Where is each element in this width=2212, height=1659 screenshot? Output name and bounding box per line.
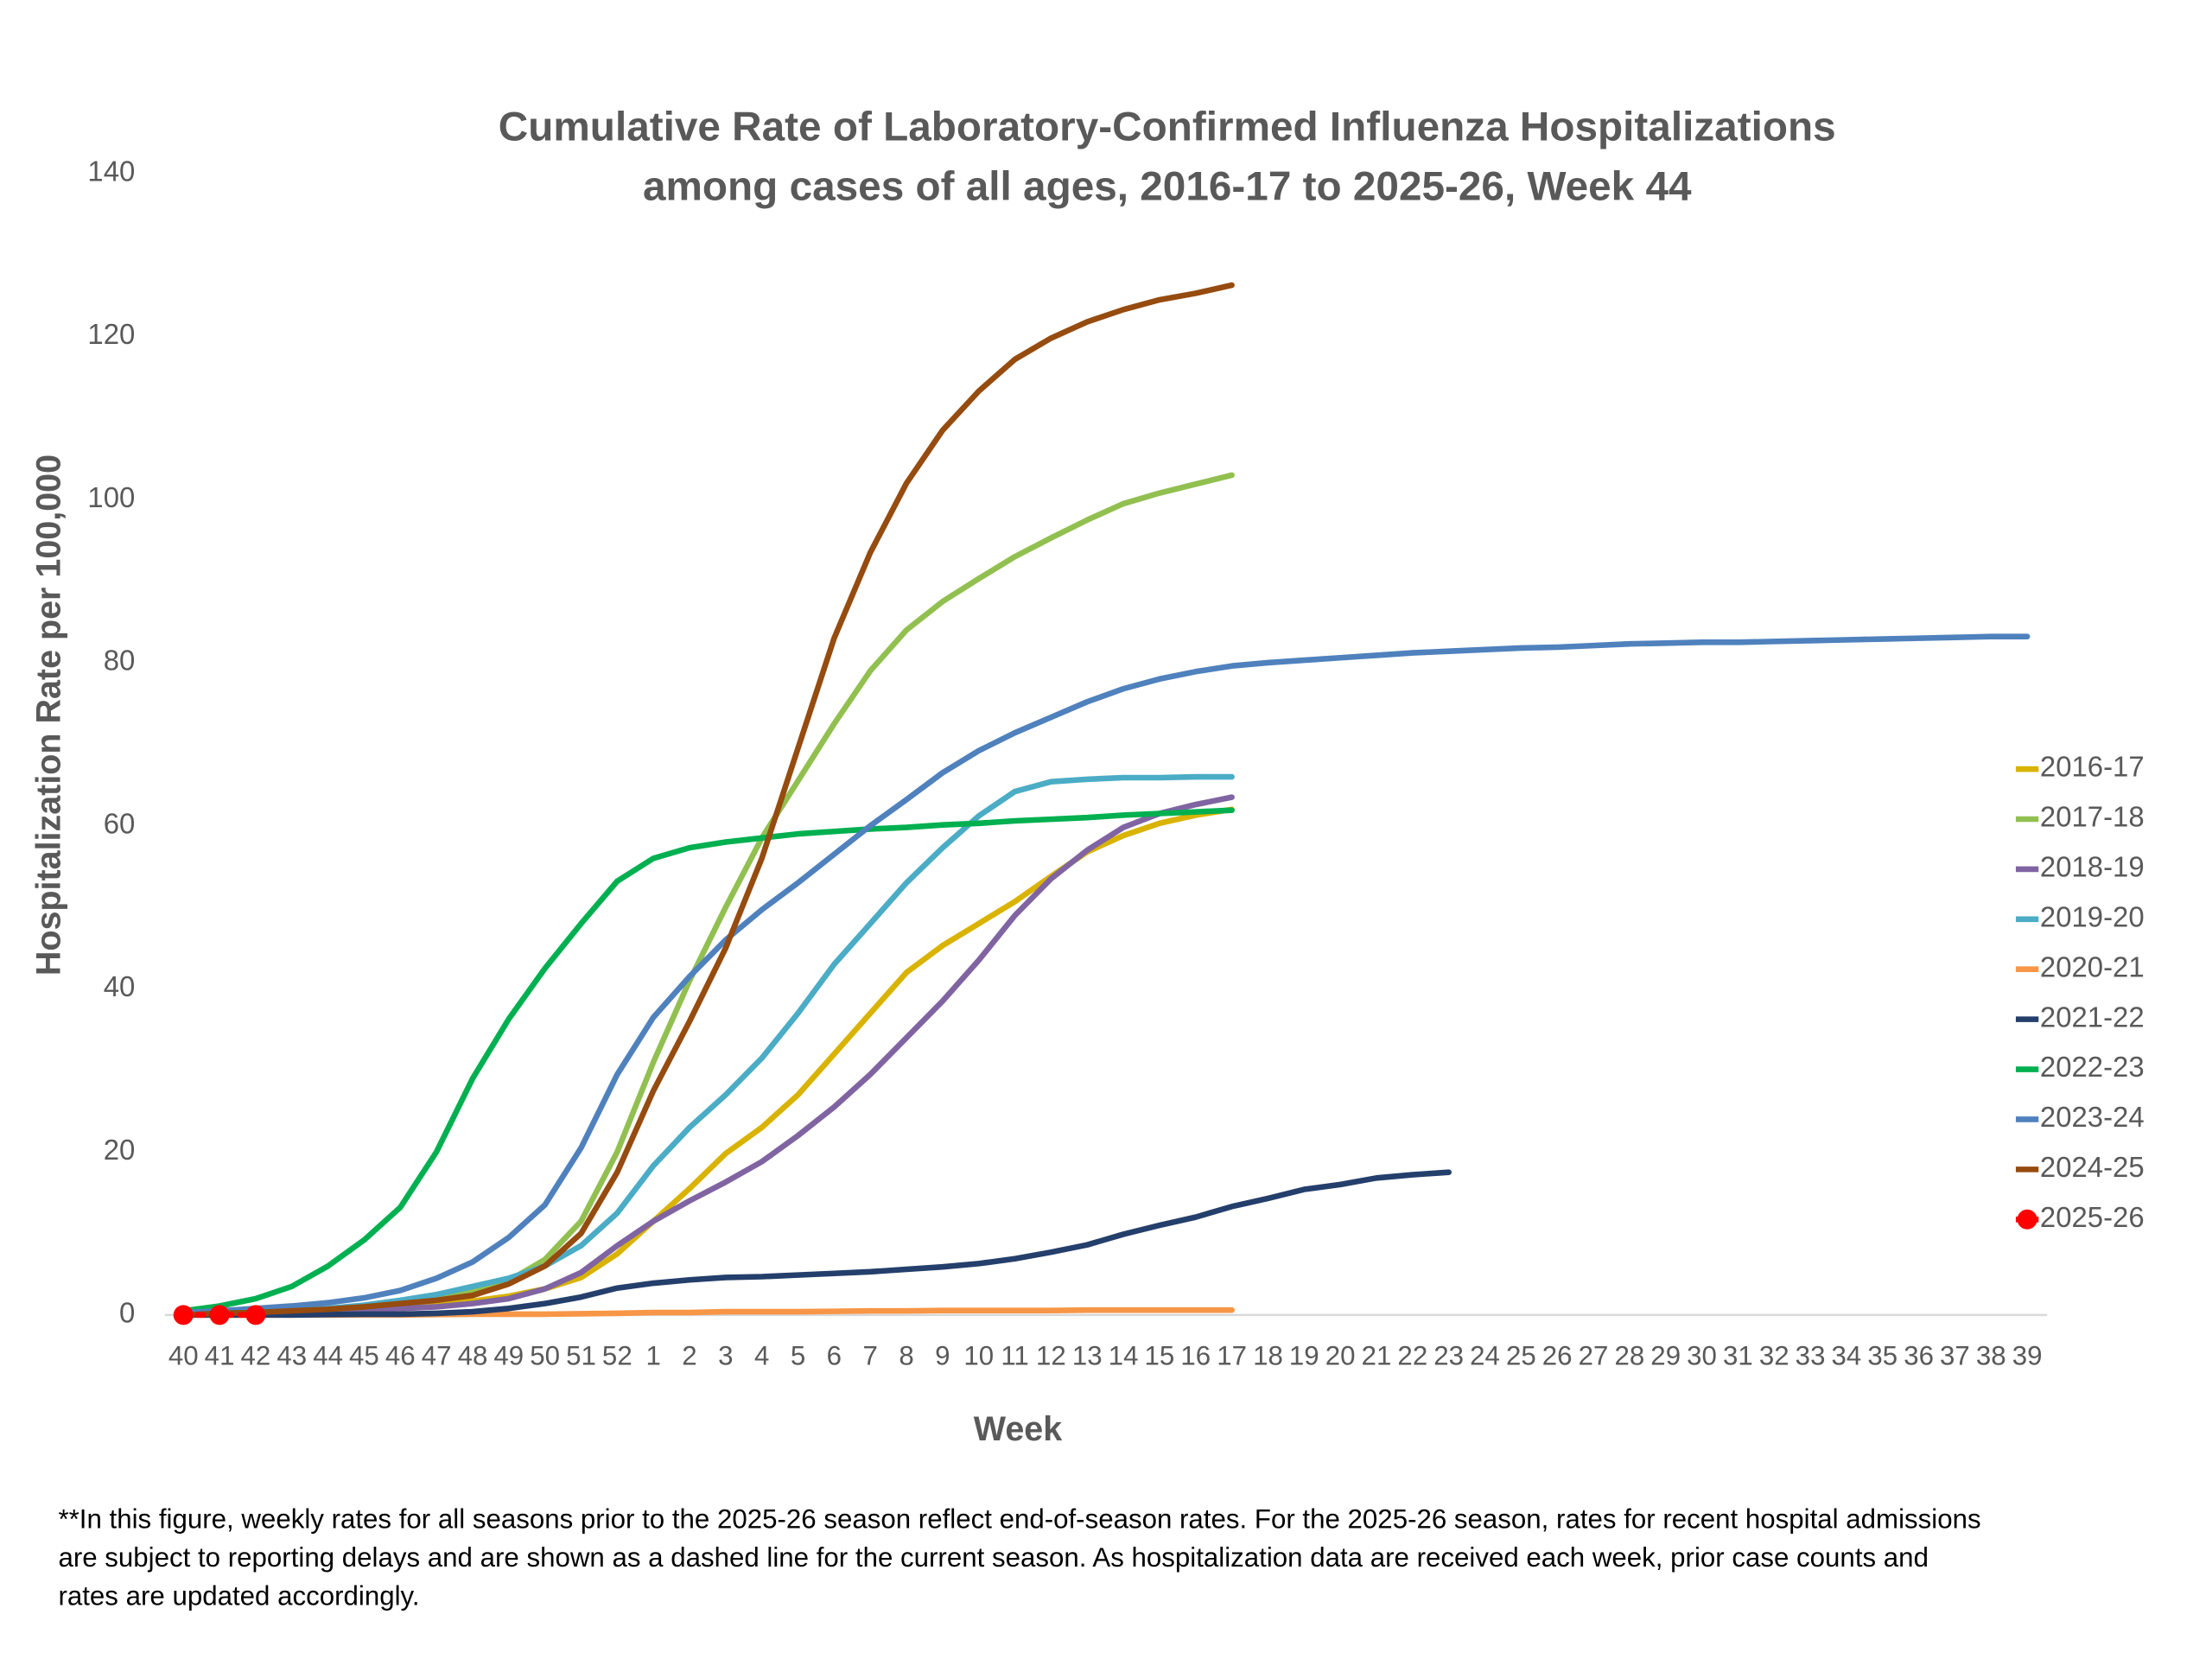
x-tick-label: 41 [205, 1340, 235, 1370]
x-tick-label: 5 [791, 1340, 805, 1370]
x-tick-label: 8 [899, 1340, 913, 1370]
x-tick-label: 16 [1180, 1340, 1211, 1370]
x-tick-label: 43 [276, 1340, 307, 1370]
x-tick-label: 51 [566, 1340, 596, 1370]
legend-label: 2022-23 [2040, 1051, 2145, 1083]
x-tick-label: 45 [349, 1340, 379, 1370]
x-tick-label: 4 [754, 1340, 769, 1370]
x-tick-label: 1 [645, 1340, 660, 1370]
x-tick-label: 18 [1253, 1340, 1283, 1370]
y-tick-label: 100 [87, 481, 135, 513]
x-tick-label: 22 [1397, 1340, 1427, 1370]
x-tick-label: 35 [1867, 1340, 1897, 1370]
legend-label: 2018-19 [2040, 851, 2145, 883]
x-tick-label: 31 [1723, 1340, 1753, 1370]
legend-label: 2024-25 [2040, 1151, 2145, 1183]
x-tick-label: 6 [827, 1340, 842, 1370]
x-tick-label: 32 [1759, 1340, 1789, 1370]
y-tick-label: 20 [104, 1134, 136, 1166]
legend-label: 2016-17 [2040, 751, 2145, 783]
x-tick-label: 21 [1362, 1340, 1392, 1370]
legend-label: 2021-22 [2040, 1001, 2145, 1033]
x-tick-label: 50 [530, 1340, 560, 1370]
x-tick-label: 30 [1687, 1340, 1717, 1370]
series-line [180, 633, 2031, 1316]
y-tick-label: 40 [104, 970, 136, 1002]
footnote: **In this figure, weekly rates for all s… [58, 1504, 1980, 1535]
x-tick-label: 42 [241, 1340, 271, 1370]
x-tick-label: 9 [935, 1340, 950, 1370]
x-tick-label: 37 [1940, 1340, 1970, 1370]
x-tick-label: 23 [1433, 1340, 1464, 1370]
x-tick-label: 27 [1579, 1340, 1609, 1370]
x-tick-label: 10 [963, 1340, 994, 1370]
x-tick-label: 44 [313, 1340, 343, 1370]
data-point [209, 1305, 230, 1325]
x-tick-label: 36 [1904, 1340, 1934, 1370]
x-tick-label: 25 [1506, 1340, 1536, 1370]
x-tick-label: 48 [458, 1340, 488, 1370]
x-tick-label: 17 [1217, 1340, 1247, 1370]
series-line [180, 282, 1235, 1319]
data-point [173, 1305, 194, 1325]
x-tick-label: 29 [1650, 1340, 1681, 1370]
series-line [180, 806, 1235, 1319]
data-point [245, 1305, 266, 1325]
x-tick-label: 46 [385, 1340, 416, 1370]
x-tick-label: 33 [1796, 1340, 1826, 1370]
legend-marker [2017, 1209, 2037, 1230]
y-tick-label: 120 [87, 318, 135, 350]
legend-label: 2019-20 [2040, 901, 2145, 933]
legend-label: 2017-18 [2040, 801, 2145, 833]
legend-label: 2025-26 [2040, 1201, 2145, 1233]
y-tick-label: 60 [104, 807, 136, 839]
legend-label: 2023-24 [2040, 1101, 2145, 1133]
x-tick-label: 2 [682, 1340, 696, 1370]
x-tick-label: 40 [168, 1340, 199, 1370]
y-tick-label: 140 [87, 155, 135, 187]
x-tick-label: 12 [1036, 1340, 1066, 1370]
x-tick-label: 39 [2012, 1340, 2043, 1370]
y-tick-label: 80 [104, 645, 136, 677]
x-tick-label: 47 [422, 1340, 452, 1370]
x-tick-label: 7 [863, 1340, 878, 1370]
x-tick-label: 15 [1145, 1340, 1175, 1370]
legend-label: 2020-21 [2040, 950, 2145, 982]
x-tick-label: 34 [1832, 1340, 1862, 1370]
x-tick-label: 49 [493, 1340, 524, 1370]
x-tick-label: 24 [1470, 1340, 1500, 1370]
y-tick-label: 0 [119, 1297, 135, 1329]
x-tick-label: 20 [1325, 1340, 1356, 1370]
x-tick-label: 14 [1109, 1340, 1139, 1370]
x-tick-label: 13 [1072, 1340, 1103, 1370]
x-tick-label: 19 [1289, 1340, 1319, 1370]
x-tick-label: 38 [1976, 1340, 2006, 1370]
x-tick-label: 3 [718, 1340, 733, 1370]
chart-title: Cumulative Rate of Laboratory-Confirmed … [499, 104, 1836, 149]
y-axis-label: Hospitalization Rate per 100,000 [30, 454, 68, 976]
series-line [180, 807, 1235, 1314]
chart-subtitle: among cases of all ages, 2016-17 to 2025… [643, 163, 1692, 209]
x-tick-label: 52 [602, 1340, 632, 1370]
x-tick-label: 28 [1614, 1340, 1644, 1370]
x-tick-label: 11 [1001, 1340, 1028, 1370]
x-axis-label: Week [974, 1410, 1062, 1448]
series-line [180, 794, 1235, 1319]
footnote: are subject to reporting delays and are … [58, 1542, 1928, 1573]
x-tick-label: 26 [1542, 1340, 1573, 1370]
series-line [180, 1169, 1452, 1319]
footnote: rates are updated accordingly. [58, 1581, 419, 1611]
